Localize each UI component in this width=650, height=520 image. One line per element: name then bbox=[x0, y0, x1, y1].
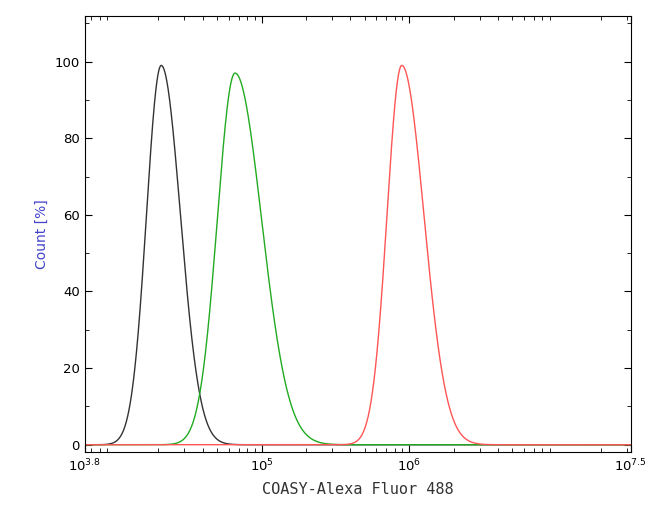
X-axis label: COASY-Alexa Fluor 488: COASY-Alexa Fluor 488 bbox=[262, 482, 453, 497]
Y-axis label: Count [%]: Count [%] bbox=[35, 199, 49, 269]
